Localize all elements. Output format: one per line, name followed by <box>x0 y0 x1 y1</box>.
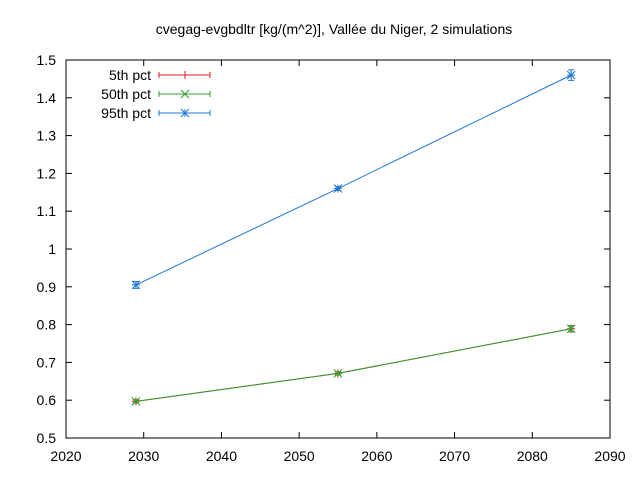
x-tick-label: 2020 <box>50 448 81 464</box>
series-line <box>135 74 572 286</box>
legend-item-3: 95th pct <box>101 105 211 121</box>
legend-marker <box>181 71 189 79</box>
legend-label: 50th pct <box>101 86 151 102</box>
legend-marker <box>180 89 190 99</box>
marker-stroke <box>566 324 576 334</box>
legend: 5th pct 50th pct 95th pct <box>101 67 211 121</box>
marker-stroke <box>180 108 190 118</box>
y-tick-label: 1.2 <box>37 165 57 181</box>
y-tick-label: 1.4 <box>37 90 57 106</box>
y-tick-label: 0.5 <box>37 430 57 446</box>
data-point <box>566 70 576 80</box>
series-line <box>135 328 572 402</box>
legend-label: 95th pct <box>101 105 151 121</box>
plot-area <box>131 69 576 406</box>
y-tick-label: 0.7 <box>37 354 57 370</box>
y-tick-label: 1.5 <box>37 52 57 68</box>
marker-stroke <box>180 89 190 99</box>
series-3 <box>131 69 576 290</box>
legend-item-2: 50th pct <box>101 86 211 102</box>
y-tick-label: 0.9 <box>37 279 57 295</box>
series-2 <box>131 324 576 406</box>
axes: 2020 2030 2040 2050 2060 2070 2080 2090 0.5 0.6 0.… <box>37 52 626 464</box>
marker-stroke <box>333 369 343 378</box>
x-tick-label: 2050 <box>284 448 315 464</box>
marker-stroke <box>131 280 141 290</box>
marker-stroke <box>131 396 141 406</box>
legend-item-1: 5th pct <box>109 67 211 83</box>
legend-marker <box>180 108 190 118</box>
series-1 <box>131 324 576 406</box>
x-tick-label: 2090 <box>594 448 625 464</box>
y-tick-label: 0.8 <box>37 317 57 333</box>
y-tick-label: 1 <box>48 241 56 257</box>
data-point <box>333 369 343 378</box>
data-point <box>333 184 343 193</box>
data-point <box>131 396 141 406</box>
y-tick-label: 1.3 <box>37 128 57 144</box>
x-tick-label: 2070 <box>439 448 470 464</box>
series-line <box>135 328 572 402</box>
legend-label: 5th pct <box>109 67 151 83</box>
marker-stroke <box>566 70 576 80</box>
data-point <box>566 324 576 334</box>
chart-title: cvegag-evgbdltr [kg/(m^2)], Vallée du Ni… <box>156 21 512 37</box>
x-tick-label: 2030 <box>128 448 159 464</box>
x-tick-label: 2040 <box>206 448 237 464</box>
y-tick-label: 0.6 <box>37 392 57 408</box>
x-tick-label: 2060 <box>361 448 392 464</box>
marker-stroke <box>333 184 343 193</box>
x-tick-label: 2080 <box>517 448 548 464</box>
y-tick-label: 1.1 <box>37 203 57 219</box>
data-point <box>131 280 141 290</box>
